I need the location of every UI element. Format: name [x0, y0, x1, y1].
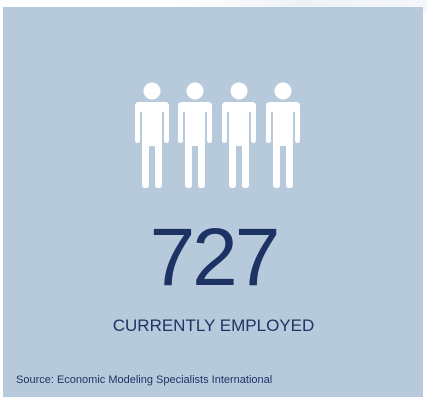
employed-count: 727: [149, 212, 281, 303]
people-icon-group: [133, 82, 303, 188]
source-note: Source: Economic Modeling Specialists In…: [16, 374, 273, 386]
person-icon: [176, 82, 214, 188]
person-icon: [220, 82, 258, 188]
person-icon: [264, 82, 302, 188]
employed-label: CURRENTLY EMPLOYED: [112, 316, 315, 335]
stat-panel: [3, 7, 423, 397]
person-icon: [133, 82, 171, 188]
